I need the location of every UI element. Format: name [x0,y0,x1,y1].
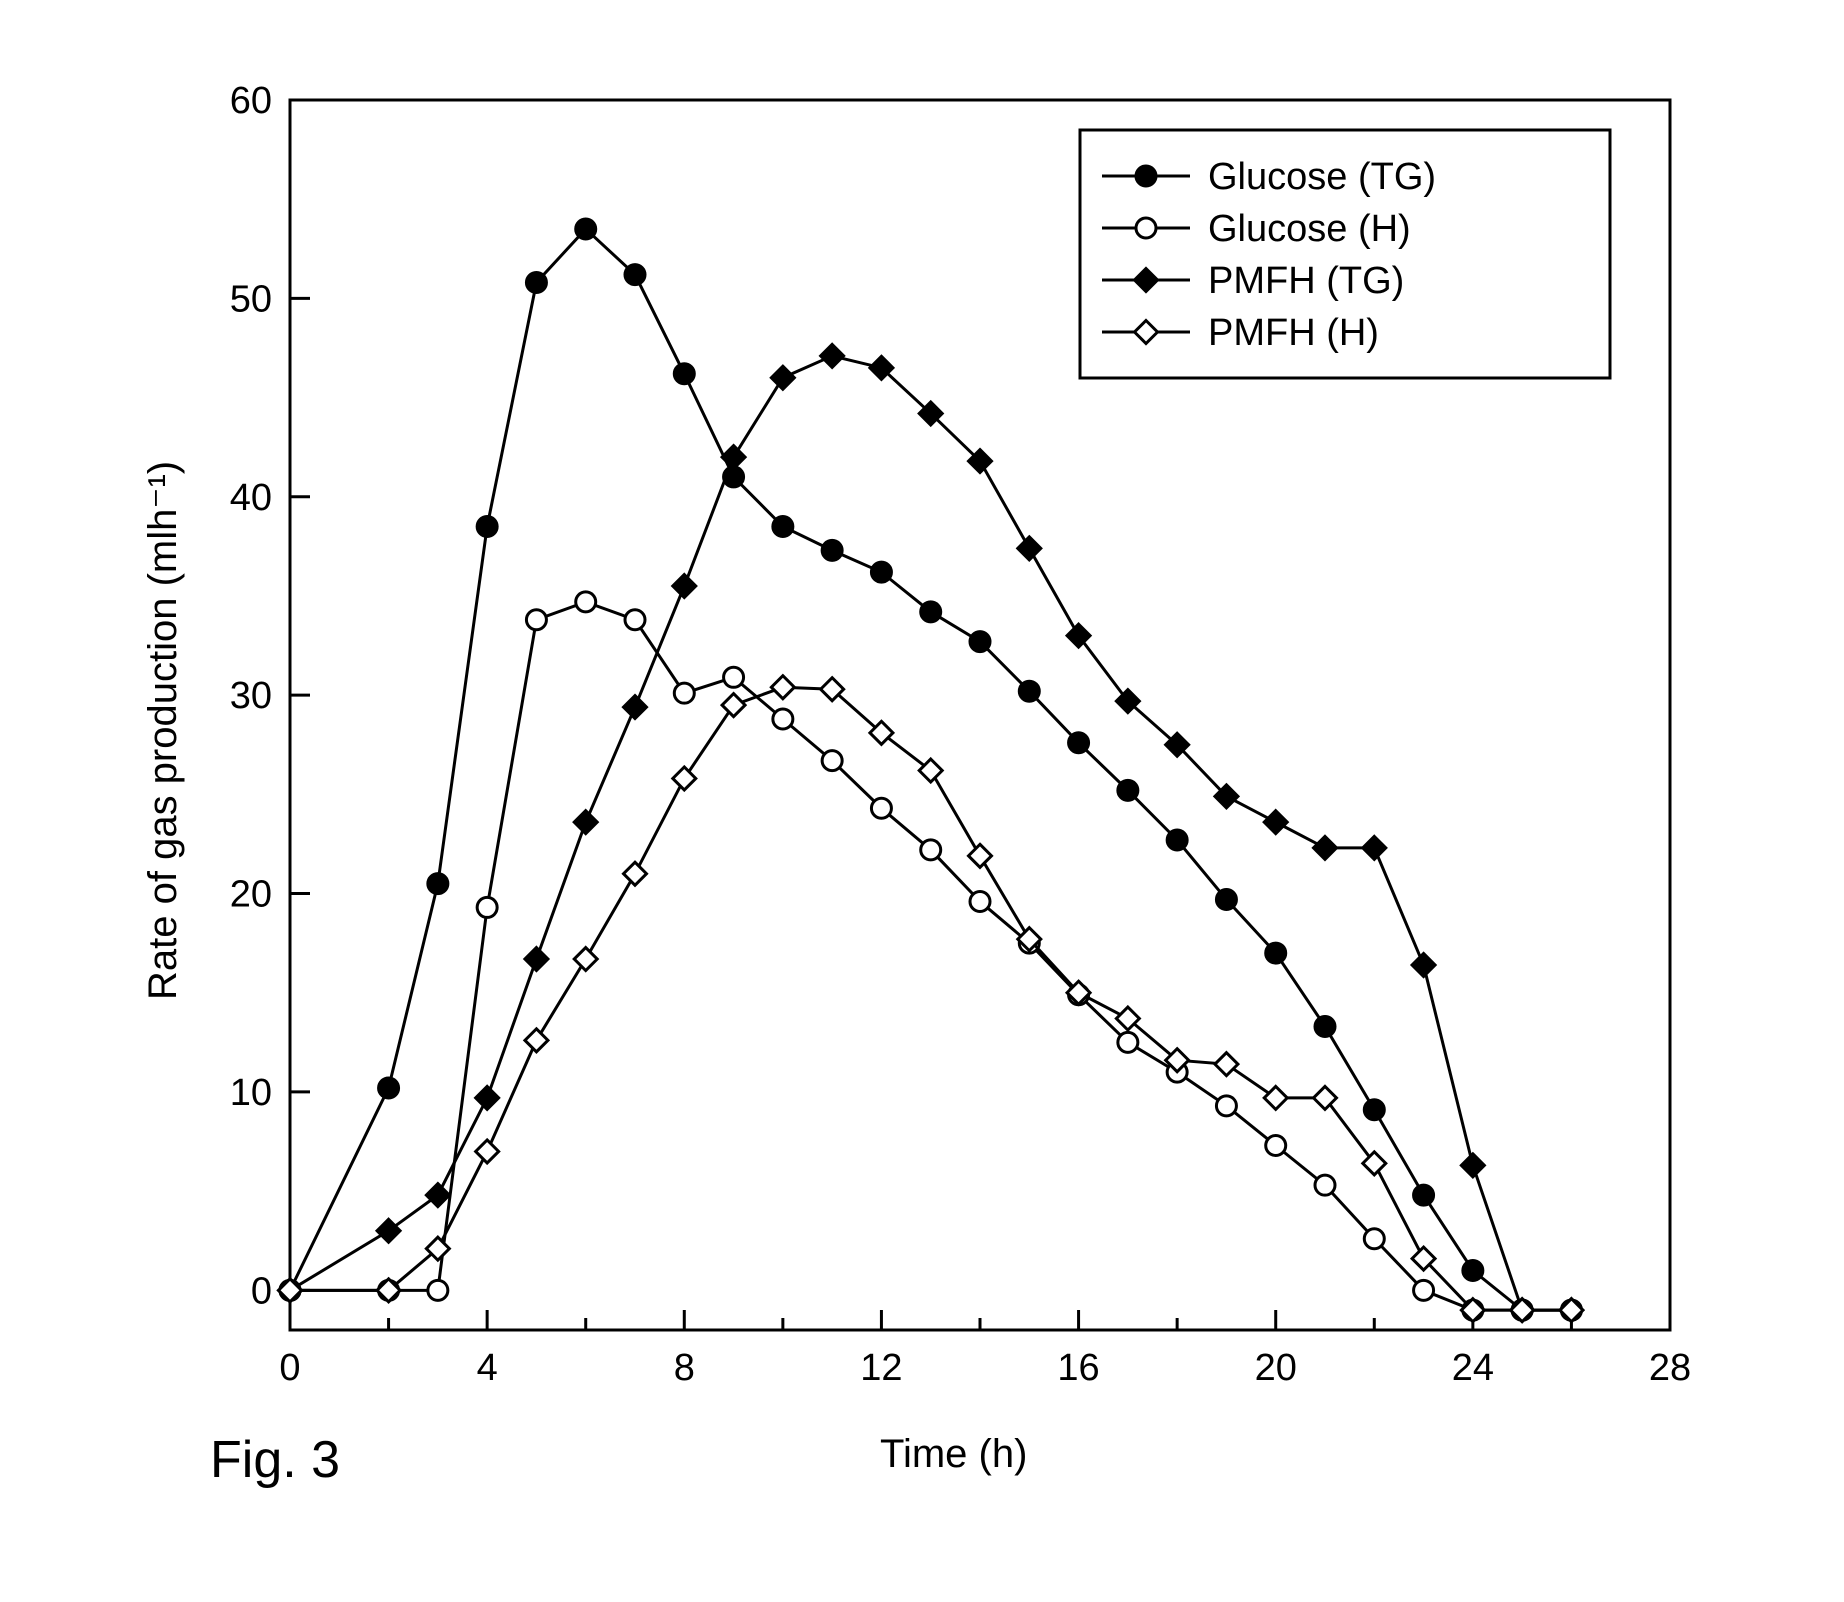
svg-text:30: 30 [230,675,272,717]
svg-text:4: 4 [477,1347,498,1389]
svg-text:40: 40 [230,477,272,519]
y-axis-title: Rate of gas production (mlh⁻¹) [140,461,186,1000]
svg-text:Glucose (TG): Glucose (TG) [1208,156,1436,198]
svg-text:Glucose (H): Glucose (H) [1208,208,1411,250]
svg-text:60: 60 [230,80,272,122]
x-axis-title: Time (h) [880,1432,1027,1477]
svg-text:PMFH (H): PMFH (H) [1208,312,1379,354]
svg-text:24: 24 [1452,1347,1494,1389]
svg-text:20: 20 [230,874,272,916]
figure-page: 0 4 8 12 16 20 24 28 0 10 20 30 40 50 60 Glucose (TG) Gl… [0,0,1844,1602]
gas-production-chart: 0 4 8 12 16 20 24 28 0 10 20 30 40 50 60 Glucose (TG) Gl… [0,0,1844,1602]
svg-text:PMFH (TG): PMFH (TG) [1208,260,1404,302]
svg-text:28: 28 [1649,1347,1691,1389]
svg-text:10: 10 [230,1072,272,1114]
figure-caption: Fig. 3 [210,1430,340,1490]
svg-text:50: 50 [230,278,272,320]
svg-text:12: 12 [860,1347,902,1389]
svg-text:20: 20 [1255,1347,1297,1389]
svg-text:16: 16 [1057,1347,1099,1389]
svg-text:0: 0 [251,1270,272,1312]
svg-text:0: 0 [279,1347,300,1389]
svg-text:8: 8 [674,1347,695,1389]
